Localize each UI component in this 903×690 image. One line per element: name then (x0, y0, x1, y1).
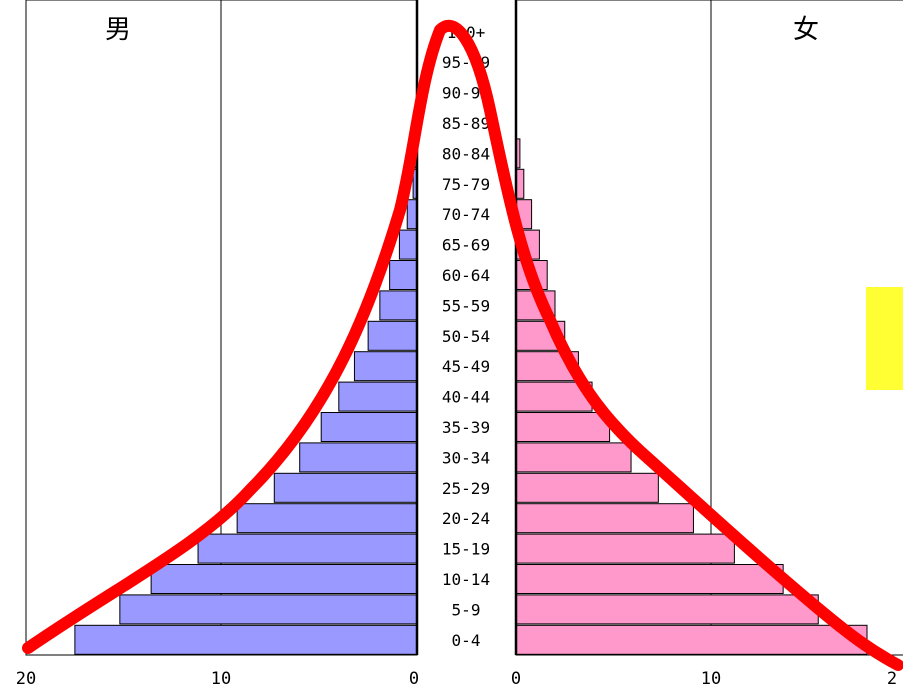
age-label-45-49: 45-49 (442, 357, 490, 376)
male-bar-65-69 (398, 229, 418, 260)
male-bar-10-14 (150, 564, 418, 594)
age-label-65-69: 65-69 (442, 236, 490, 255)
female-bar-5-9 (515, 594, 819, 625)
age-label-90-94: 90-94 (442, 84, 490, 103)
male-bar-20-24 (236, 503, 418, 534)
male-bar-15-19 (197, 533, 418, 564)
age-label-70-74: 70-74 (442, 205, 490, 224)
female-bar-0-4 (515, 624, 868, 655)
age-label-35-39: 35-39 (442, 418, 490, 437)
age-label-5-9: 5-9 (452, 600, 481, 619)
age-label-80-84: 80-84 (442, 144, 490, 163)
x-tick-female-10: 10 (701, 669, 721, 689)
female-bar-20-24 (515, 503, 694, 534)
age-label-30-34: 30-34 (442, 448, 490, 467)
male-bar-60-64 (389, 260, 418, 290)
male-bar-0-4 (74, 624, 418, 655)
male-bar-55-59 (379, 290, 418, 321)
annotation-bell-curve (22, 19, 903, 671)
male-bar-5-9 (119, 594, 418, 625)
female-bar-35-39 (515, 412, 611, 442)
female-series-label: 女 (793, 15, 819, 45)
male-bar-40-44 (338, 381, 418, 412)
x-tick-male-0: 0 (409, 669, 419, 689)
age-label-25-29: 25-29 (442, 479, 490, 498)
x-tick-female-20-partial: 2 (887, 669, 897, 689)
female-bar-15-19 (515, 533, 735, 564)
highlight-label-box (866, 287, 903, 390)
age-label-50-54: 50-54 (442, 327, 490, 346)
age-label-60-64: 60-64 (442, 266, 490, 285)
female-bar-30-34 (515, 442, 632, 473)
age-label-15-19: 15-19 (442, 540, 490, 559)
age-label-85-89: 85-89 (442, 114, 490, 133)
x-tick-male-20: 20 (16, 669, 36, 689)
male-bar-70-74 (406, 199, 418, 230)
male-bar-45-49 (353, 351, 418, 382)
age-label-0-4: 0-4 (452, 631, 481, 650)
age-group-labels: 0-4 5-9 10-14 15-19 20-24 25-29 30-34 35-39 40-4… (442, 23, 490, 650)
age-label-20-24: 20-24 (442, 509, 490, 528)
female-bar-25-29 (515, 472, 659, 503)
male-series-label: 男 (105, 15, 131, 45)
age-label-10-14: 10-14 (442, 570, 490, 589)
x-tick-male-10: 10 (211, 669, 231, 689)
age-label-75-79: 75-79 (442, 175, 490, 194)
male-bar-35-39 (320, 412, 418, 442)
age-label-40-44: 40-44 (442, 388, 490, 407)
male-bar-30-34 (299, 442, 418, 473)
male-bars (74, 138, 418, 655)
x-tick-female-0: 0 (511, 669, 521, 689)
male-bar-25-29 (273, 472, 418, 503)
age-label-55-59: 55-59 (442, 296, 490, 315)
male-bar-50-54 (367, 320, 418, 351)
female-bar-10-14 (515, 564, 784, 594)
